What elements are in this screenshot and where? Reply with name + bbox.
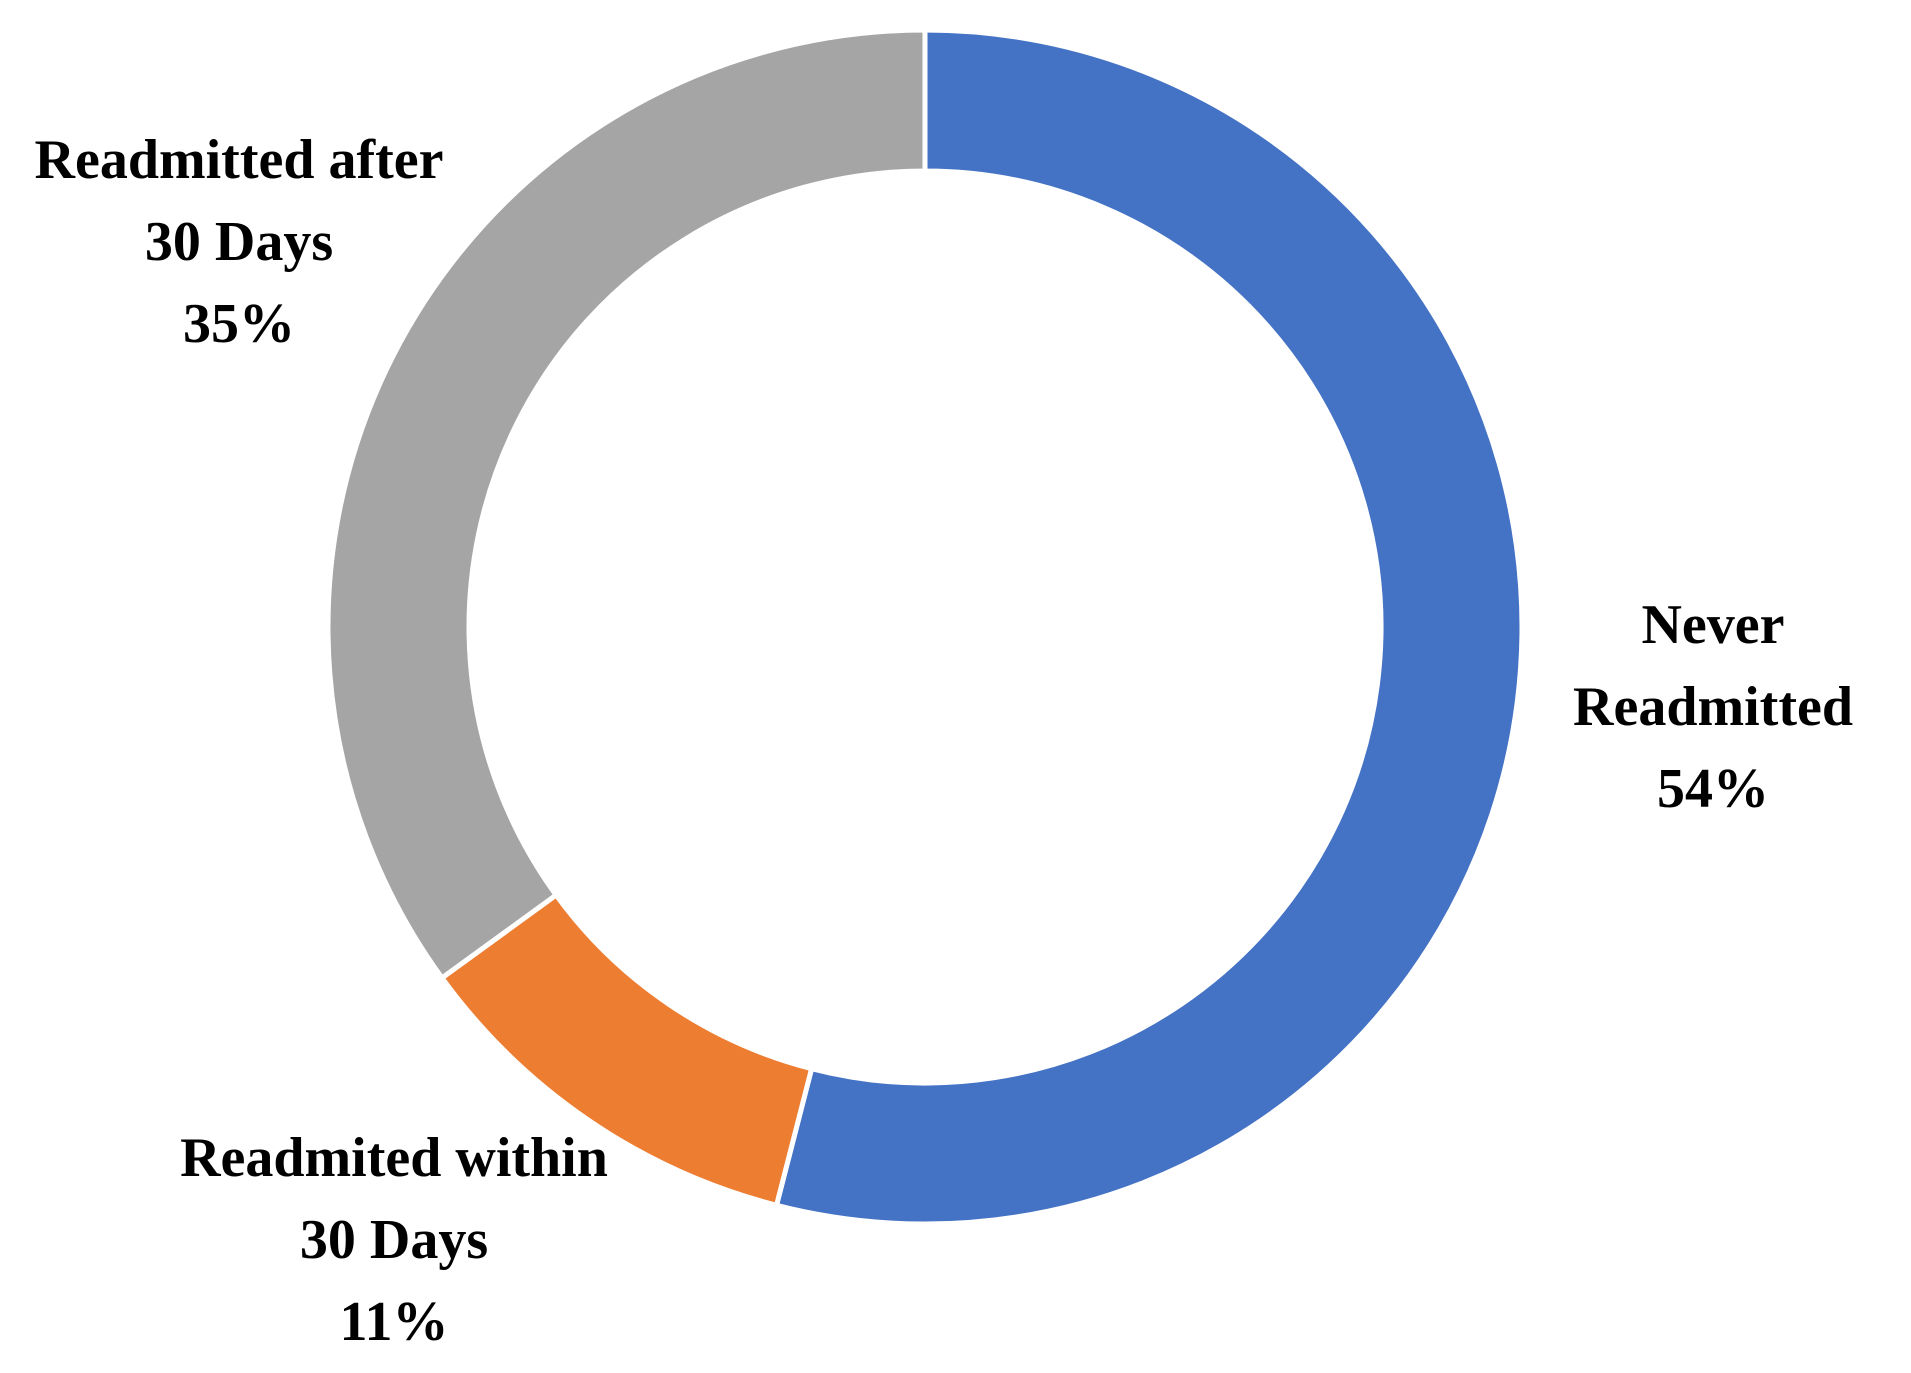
value-label: 35% — [183, 293, 295, 355]
donut-segment — [325, 27, 928, 982]
value-label: 54% — [1657, 758, 1769, 820]
segment-label: Never Readmitted 54% — [1518, 584, 1908, 830]
category-label: Readmited within 30 Days — [180, 1127, 608, 1271]
segment-label: Readmitted after 30 Days 35% — [19, 119, 459, 365]
segment-label: Readmited within 30 Days 11% — [154, 1117, 634, 1363]
category-label: Never Readmitted — [1573, 594, 1853, 738]
value-label: 11% — [339, 1291, 449, 1353]
donut-segment — [773, 27, 1525, 1227]
category-label: Readmitted after 30 Days — [34, 129, 444, 273]
